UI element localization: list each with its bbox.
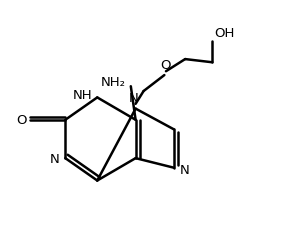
Text: NH: NH: [73, 88, 93, 101]
Text: O: O: [16, 114, 26, 127]
Text: NH₂: NH₂: [101, 76, 126, 88]
Text: OH: OH: [214, 27, 234, 40]
Text: N: N: [50, 152, 60, 165]
Text: N: N: [180, 163, 189, 176]
Text: N: N: [129, 91, 139, 104]
Text: O: O: [161, 59, 171, 72]
